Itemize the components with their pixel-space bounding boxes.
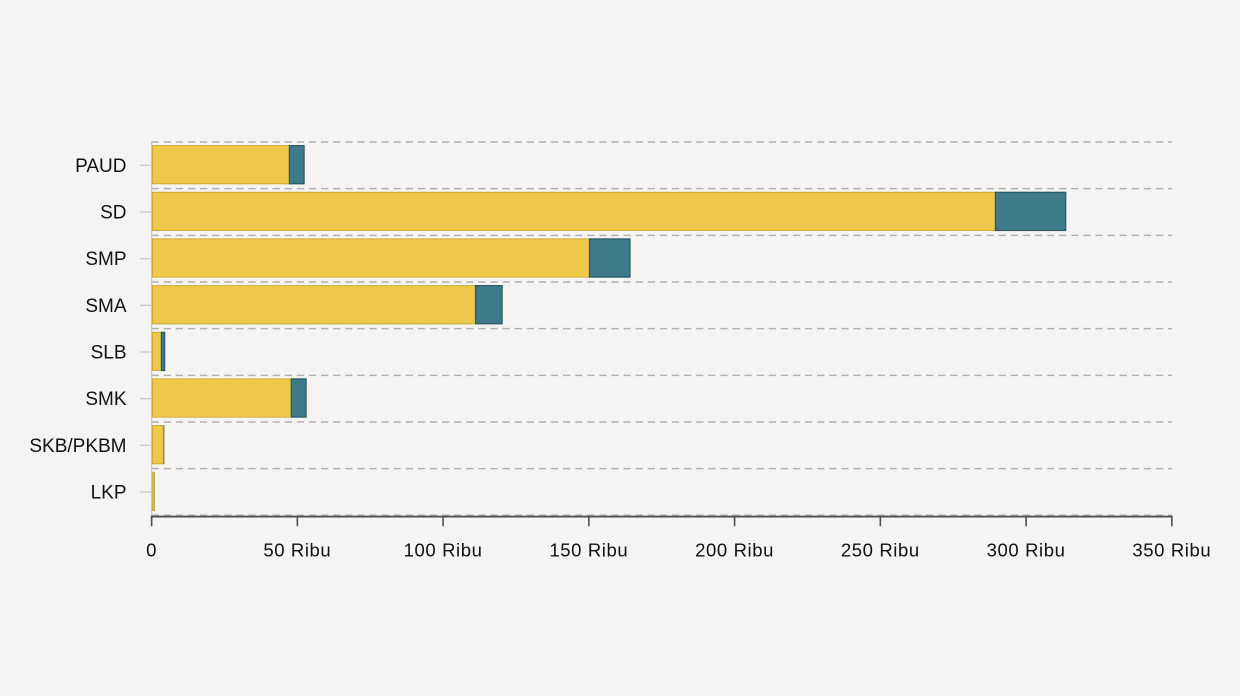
svg-text:SD: SD (100, 203, 126, 224)
svg-text:200 Ribu: 200 Ribu (695, 540, 774, 561)
svg-text:SKB/PKBM: SKB/PKBM (29, 436, 126, 457)
svg-text:SLB: SLB (91, 343, 127, 364)
svg-text:PAUD: PAUD (75, 156, 126, 177)
svg-text:350 Ribu: 350 Ribu (1132, 540, 1211, 561)
svg-text:300 Ribu: 300 Ribu (987, 540, 1066, 561)
svg-text:SMK: SMK (85, 389, 127, 410)
svg-text:250 Ribu: 250 Ribu (841, 540, 920, 561)
svg-text:LKP: LKP (91, 483, 127, 504)
svg-text:SMA: SMA (85, 296, 127, 317)
svg-text:100 Ribu: 100 Ribu (404, 540, 483, 561)
svg-text:50 Ribu: 50 Ribu (263, 540, 331, 561)
svg-text:SMP: SMP (85, 249, 126, 270)
svg-text:0: 0 (146, 540, 157, 561)
svg-text:150 Ribu: 150 Ribu (549, 540, 628, 561)
